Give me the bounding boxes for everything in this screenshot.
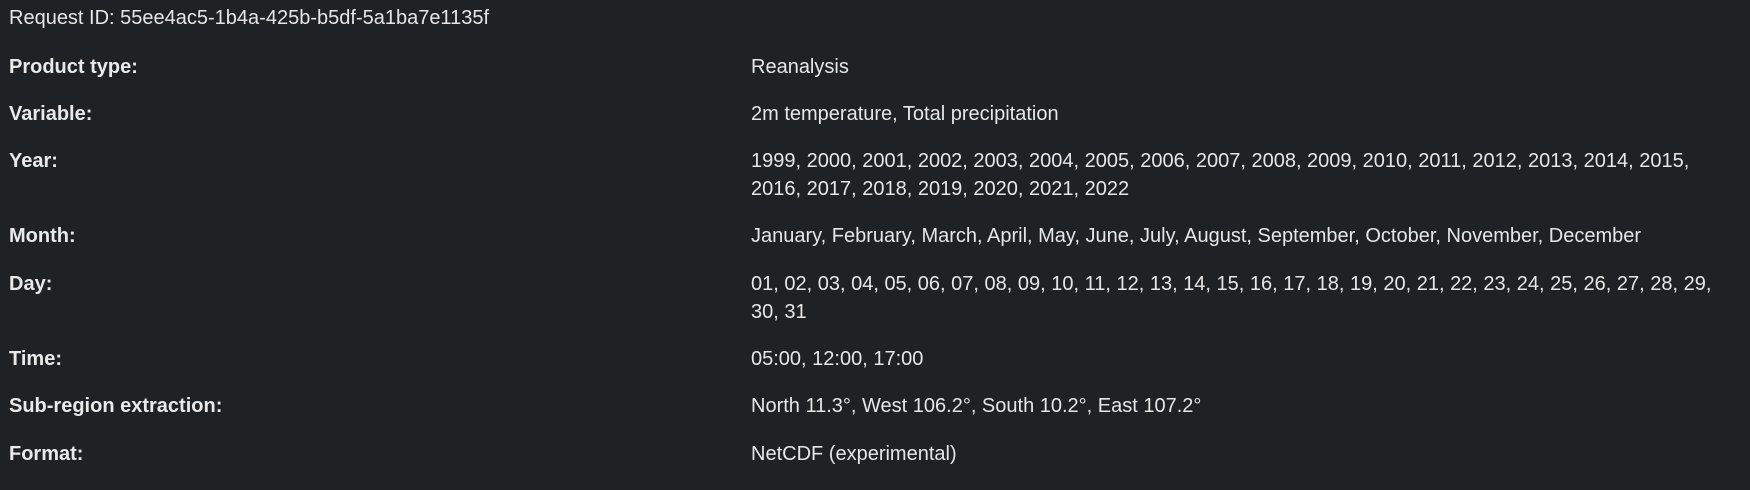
detail-value: 2m temperature, Total precipitation: [751, 103, 1059, 125]
detail-label: Variable:: [9, 103, 93, 125]
detail-value: 1999, 2000, 2001, 2002, 2003, 2004, 2005…: [751, 150, 1690, 200]
detail-row-sub-region-extraction: Sub-region extraction: North 11.3°, West…: [9, 392, 1741, 420]
detail-row-month: Month: January, February, March, April, …: [9, 222, 1741, 250]
detail-label: Sub-region extraction:: [9, 395, 223, 417]
detail-row-day: Day: 01, 02, 03, 04, 05, 06, 07, 08, 09,…: [9, 270, 1741, 326]
detail-label: Day:: [9, 273, 53, 295]
detail-row-time: Time: 05:00, 12:00, 17:00: [9, 345, 1741, 373]
detail-label: Product type:: [9, 56, 138, 78]
detail-value: 01, 02, 03, 04, 05, 06, 07, 08, 09, 10, …: [751, 273, 1712, 323]
detail-label: Year:: [9, 150, 58, 172]
detail-label: Month:: [9, 225, 76, 247]
detail-value: Reanalysis: [751, 56, 849, 78]
detail-value: NetCDF (experimental): [751, 443, 957, 465]
detail-row-year: Year: 1999, 2000, 2001, 2002, 2003, 2004…: [9, 147, 1741, 203]
detail-label: Format:: [9, 443, 84, 465]
detail-value: January, February, March, April, May, Ju…: [751, 225, 1642, 247]
request-id: Request ID: 55ee4ac5-1b4a-425b-b5df-5a1b…: [9, 7, 489, 29]
detail-row-variable: Variable: 2m temperature, Total precipit…: [9, 100, 1741, 128]
detail-row-format: Format: NetCDF (experimental): [9, 440, 1741, 468]
detail-label: Time:: [9, 348, 62, 370]
detail-value: North 11.3°, West 106.2°, South 10.2°, E…: [751, 395, 1202, 417]
detail-row-product-type: Product type: Reanalysis: [9, 53, 1741, 81]
detail-value: 05:00, 12:00, 17:00: [751, 348, 924, 370]
